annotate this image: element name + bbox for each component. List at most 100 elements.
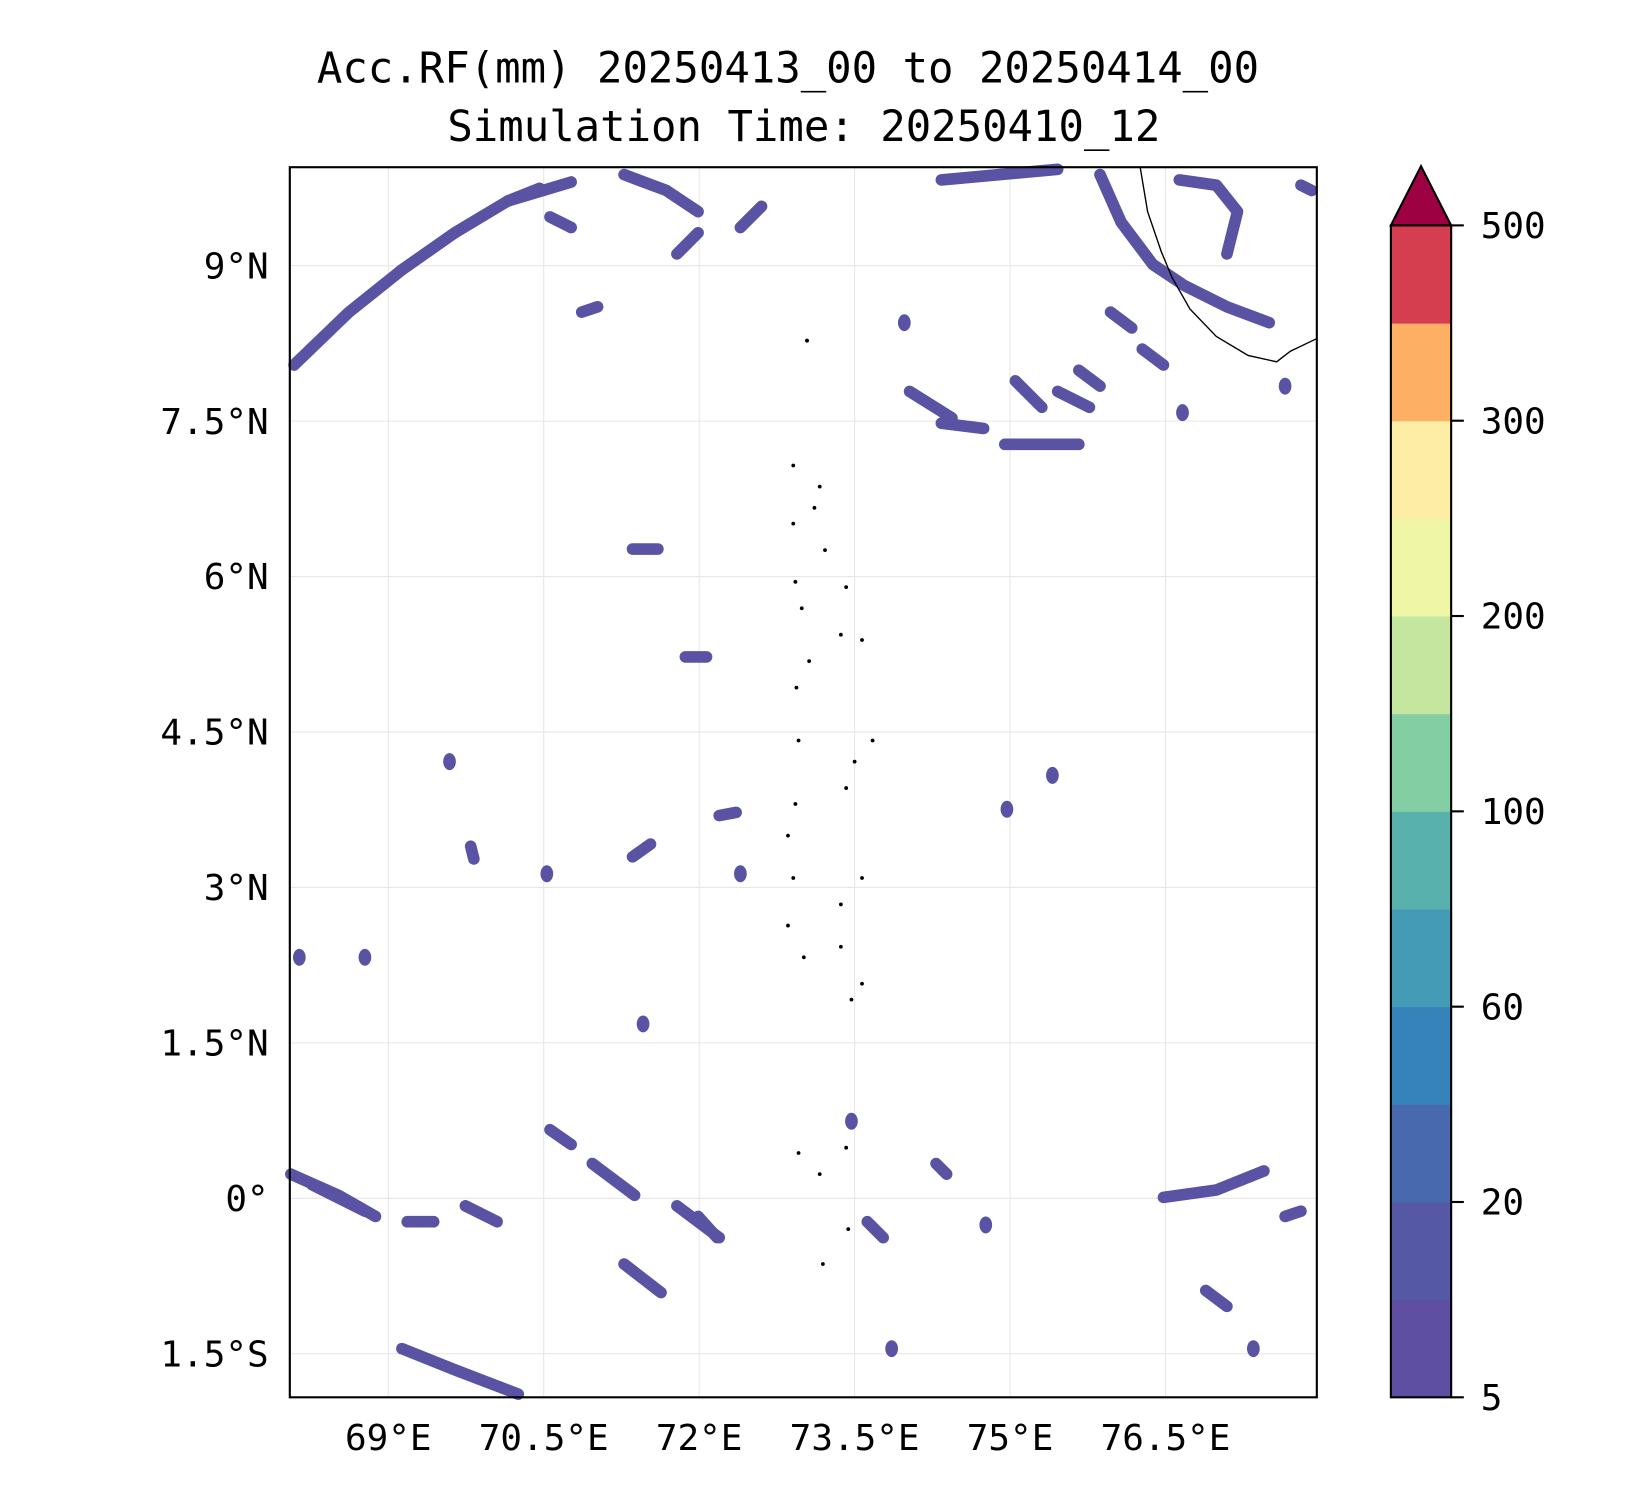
island xyxy=(812,505,817,510)
island xyxy=(823,548,827,552)
rainfall-area xyxy=(306,1178,371,1217)
colorbar-segment xyxy=(1390,225,1452,324)
island xyxy=(838,632,843,637)
island xyxy=(817,1172,822,1177)
colorbar-tick-label: 300 xyxy=(1481,401,1546,442)
rainfall-area xyxy=(734,200,768,234)
map-axes: 69°E 70.5°E 72°E 73.5°E 75°E 76.5°E 9°N 7.5°N 6°… xyxy=(160,163,1318,1459)
rainfall-area xyxy=(692,1210,723,1244)
island xyxy=(796,1151,801,1155)
lat-tick-label: 0° xyxy=(225,1179,268,1220)
rainfall-area xyxy=(1046,766,1059,784)
island xyxy=(860,981,864,986)
rainfall-area xyxy=(1051,385,1096,414)
colorbar-segment xyxy=(1390,616,1452,715)
rainfall-area xyxy=(618,168,704,218)
colorbar-tick-label: 20 xyxy=(1481,1183,1524,1224)
colorbar-segment xyxy=(1390,420,1452,519)
island xyxy=(805,338,809,343)
rainfall-area xyxy=(885,1340,898,1358)
island xyxy=(786,923,790,928)
rainfall-area xyxy=(1073,364,1106,392)
island xyxy=(791,876,796,880)
island xyxy=(860,876,864,880)
rainfall-area xyxy=(845,1112,858,1130)
lon-tick-label: 76.5°E xyxy=(1101,1418,1231,1459)
island xyxy=(844,786,849,790)
rainfall-area xyxy=(464,840,480,865)
rainfall-area xyxy=(1247,1340,1260,1358)
rainfall-area xyxy=(734,865,747,883)
colorbar-tick-label: 60 xyxy=(1481,987,1524,1028)
rainfall-area xyxy=(1157,1165,1270,1204)
rainfall-area xyxy=(1136,343,1170,371)
lat-tick-label: 7.5°N xyxy=(160,402,268,443)
colorbar-segment xyxy=(1390,909,1452,1008)
colorbar-segment xyxy=(1390,518,1452,617)
rainfall-area xyxy=(544,1123,577,1151)
rainfall-area xyxy=(1009,375,1048,414)
colorbar-tick-label: 200 xyxy=(1481,597,1546,638)
rainfall-area xyxy=(626,838,657,863)
island xyxy=(852,759,857,764)
lon-tick-label: 75°E xyxy=(967,1418,1054,1459)
rainfall-area xyxy=(586,1157,641,1202)
colorbar-tick-label: 100 xyxy=(1481,792,1546,833)
rainfall-area xyxy=(544,211,577,234)
colorbar-tick-label: 5 xyxy=(1481,1378,1503,1419)
rainfall-area xyxy=(935,163,1064,186)
rainfall-area xyxy=(1000,800,1014,818)
rainfall-area xyxy=(1295,179,1318,197)
island xyxy=(807,659,812,664)
coastline-india xyxy=(1139,167,1318,363)
rainfall-area xyxy=(903,385,958,424)
rainfall-area xyxy=(897,314,911,332)
rainfall-area xyxy=(713,806,742,822)
rainfall-area xyxy=(935,417,990,435)
colorbar-segment xyxy=(1390,1299,1452,1398)
island xyxy=(844,1145,849,1150)
island xyxy=(844,585,849,590)
map-background xyxy=(289,167,1317,1398)
island xyxy=(799,606,804,611)
rainfall-area xyxy=(540,865,554,883)
rainfall-area xyxy=(930,1157,953,1180)
island xyxy=(870,738,875,743)
lon-tick-label: 73.5°E xyxy=(790,1418,920,1459)
rainfall-area xyxy=(671,226,704,260)
island xyxy=(786,833,790,838)
lon-tick-label: 69°E xyxy=(345,1418,432,1459)
island xyxy=(820,1262,825,1266)
rainfall-area xyxy=(979,1216,993,1234)
rainfall-area xyxy=(861,1215,889,1244)
rainfall-area xyxy=(636,1015,650,1033)
rainfall-area xyxy=(459,1200,503,1228)
rainfall-area xyxy=(1173,174,1244,260)
colorbar: 5 20 60 100 200 300 500 xyxy=(1389,163,1546,1419)
lon-tick-label: 70.5°E xyxy=(479,1418,609,1459)
title-line-1: Acc.RF(mm) 20250413_00 to 20250414_00 xyxy=(317,44,1259,93)
island xyxy=(796,738,801,743)
map-frame xyxy=(288,166,1318,1399)
island xyxy=(860,638,864,642)
lat-tick-label: 9°N xyxy=(204,246,269,287)
rainfall-area xyxy=(1104,306,1138,334)
rainfall-area xyxy=(1094,168,1276,329)
rainfall-area xyxy=(618,1258,667,1299)
island xyxy=(846,1227,851,1232)
colorbar-segment xyxy=(1390,713,1452,812)
rainfall-area xyxy=(358,948,372,966)
colorbar-tick-label: 500 xyxy=(1481,206,1546,247)
colorbar-segment xyxy=(1390,1201,1452,1301)
lat-tick-label: 1.5°S xyxy=(160,1334,268,1375)
island xyxy=(793,802,798,806)
island xyxy=(794,685,799,690)
lat-tick-label: 3°N xyxy=(204,868,269,909)
title-line-2: Simulation Time: 20250410_12 xyxy=(447,102,1160,151)
island xyxy=(838,944,843,949)
rainfall-area xyxy=(1279,1205,1307,1223)
rainfall-area xyxy=(575,301,604,318)
island xyxy=(791,521,796,526)
colorbar-segment xyxy=(1390,811,1452,910)
